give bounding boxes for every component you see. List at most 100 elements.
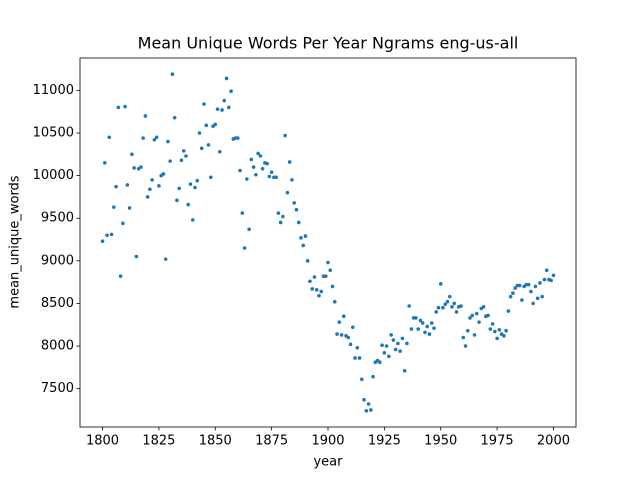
point [143, 114, 148, 118]
point [283, 133, 287, 138]
point [121, 221, 125, 226]
point [100, 239, 105, 244]
point [353, 356, 357, 360]
point [224, 76, 229, 81]
point [103, 161, 107, 165]
point [269, 170, 274, 174]
point [526, 282, 531, 287]
point [217, 149, 222, 154]
point [148, 187, 152, 192]
point [391, 338, 396, 342]
point [172, 115, 177, 120]
point [251, 165, 256, 169]
point [531, 301, 535, 306]
point [357, 356, 362, 360]
point [341, 314, 346, 319]
point [150, 178, 154, 182]
x-tick-label: 1925 [368, 434, 401, 449]
point [202, 102, 206, 106]
x-axis-label: year [313, 455, 343, 470]
point [481, 305, 486, 309]
point [423, 330, 427, 335]
point [441, 305, 445, 310]
point [323, 274, 328, 278]
point [409, 327, 414, 331]
point [254, 172, 258, 177]
point [290, 178, 294, 182]
point [355, 345, 360, 350]
point [299, 236, 303, 240]
point [463, 344, 468, 348]
point [303, 234, 308, 238]
point [434, 310, 439, 314]
point [378, 360, 382, 365]
point [195, 178, 200, 183]
point [265, 161, 269, 166]
point [305, 259, 310, 263]
point [163, 257, 168, 261]
point [420, 321, 425, 325]
point [497, 328, 502, 332]
point [161, 172, 166, 176]
plot-area [100, 72, 556, 413]
point [168, 159, 172, 163]
point [398, 349, 402, 353]
point [454, 310, 459, 314]
point [407, 304, 411, 308]
point [538, 281, 542, 285]
point [188, 182, 193, 186]
point [229, 89, 233, 94]
point [459, 304, 463, 308]
point [366, 402, 371, 406]
point [382, 351, 387, 355]
point [520, 298, 524, 302]
point [506, 309, 511, 313]
x-tick-label: 1875 [255, 434, 288, 449]
point [208, 175, 213, 180]
point [371, 374, 375, 379]
y-tick-label: 9500 [41, 211, 74, 226]
point [405, 341, 409, 346]
point [116, 105, 121, 110]
point [450, 305, 454, 309]
y-tick-label: 8000 [41, 339, 74, 354]
point [213, 122, 218, 127]
point [360, 377, 364, 382]
y-tick-label: 9000 [41, 253, 74, 268]
point [249, 157, 254, 162]
point [245, 177, 249, 181]
point [236, 136, 240, 140]
point [287, 160, 292, 164]
point [267, 174, 272, 179]
point [393, 347, 398, 352]
point [123, 104, 127, 109]
point [193, 185, 197, 190]
point [157, 184, 161, 188]
point [369, 408, 373, 412]
y-tick-label: 10500 [33, 125, 74, 140]
point [204, 123, 209, 128]
point [477, 320, 481, 324]
point [447, 294, 452, 299]
point [540, 294, 544, 299]
point [292, 201, 296, 205]
point [220, 108, 224, 112]
point [276, 211, 281, 215]
point [389, 333, 393, 337]
point [141, 136, 145, 140]
point [118, 274, 123, 278]
point [281, 214, 285, 219]
point [348, 342, 353, 347]
point [256, 151, 260, 156]
point [197, 131, 202, 135]
point [472, 333, 477, 337]
point [258, 154, 263, 158]
point [181, 149, 186, 153]
point [314, 287, 319, 292]
point [278, 220, 283, 225]
point [107, 135, 112, 140]
point [402, 368, 407, 373]
point [166, 139, 170, 144]
